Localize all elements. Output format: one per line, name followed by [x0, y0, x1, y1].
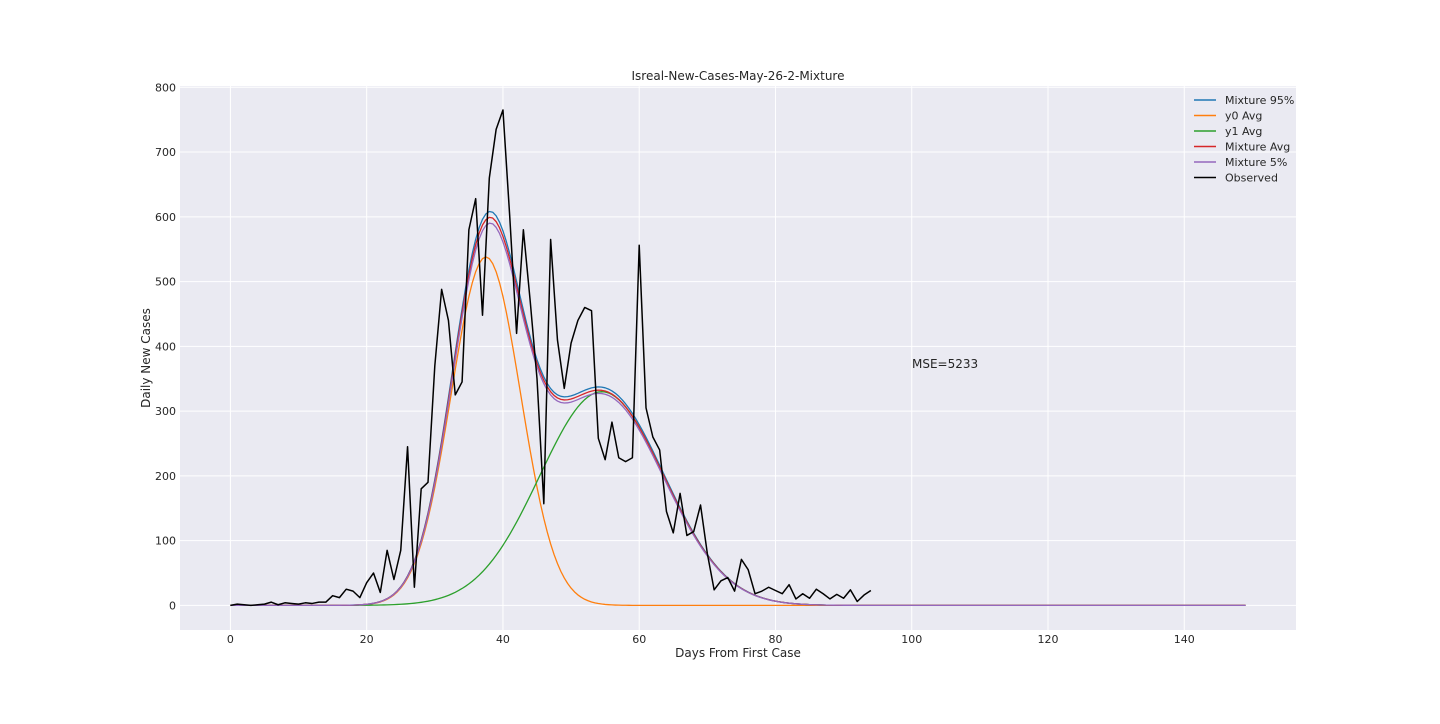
legend-label-y0: y0 Avg: [1225, 110, 1262, 123]
y-tick-label: 500: [155, 276, 176, 289]
y-tick-label: 100: [155, 535, 176, 548]
y-tick-label: 0: [169, 599, 176, 612]
legend-label-mixture5: Mixture 5%: [1225, 156, 1287, 169]
legend-label-y1: y1 Avg: [1225, 125, 1262, 138]
y-tick-label: 400: [155, 340, 176, 353]
legend-label-observed: Observed: [1225, 172, 1278, 185]
x-axis-ticks: 0 20 40 60 80 100 120 140: [227, 633, 1195, 646]
series-line-mixture5: [230, 222, 1246, 607]
x-tick-label: 60: [632, 633, 646, 646]
y-axis-ticks: 0 100 200 300 400 500 600 700 800: [155, 81, 176, 612]
x-tick-label: 20: [360, 633, 374, 646]
x-axis-label: Days From First Case: [675, 646, 801, 660]
y-tick-label: 300: [155, 405, 176, 418]
x-tick-label: 120: [1038, 633, 1059, 646]
y-axis-label: Daily New Cases: [139, 308, 153, 408]
series-line-observed: [230, 109, 872, 607]
y-tick-label: 800: [155, 81, 176, 94]
mse-annotation: MSE=5233: [912, 357, 978, 371]
x-tick-label: 80: [768, 633, 782, 646]
y-tick-label: 700: [155, 146, 176, 159]
x-tick-label: 40: [496, 633, 510, 646]
y-tick-label: 200: [155, 470, 176, 483]
chart-title: Isreal-New-Cases-May-26-2-Mixture: [632, 69, 845, 83]
x-tick-label: 140: [1174, 633, 1195, 646]
x-tick-label: 0: [227, 633, 234, 646]
x-tick-label: 100: [901, 633, 922, 646]
legend-label-mixture95: Mixture 95%: [1225, 94, 1294, 107]
plot-background: [180, 86, 1296, 630]
series-lines: [230, 109, 1246, 607]
legend: Mixture 95% y0 Avg y1 Avg Mixture Avg Mixtur…: [1194, 94, 1294, 185]
legend-label-mixtureAvg: Mixture Avg: [1225, 141, 1290, 154]
grid-lines: [180, 86, 1296, 630]
y-tick-label: 600: [155, 211, 176, 224]
